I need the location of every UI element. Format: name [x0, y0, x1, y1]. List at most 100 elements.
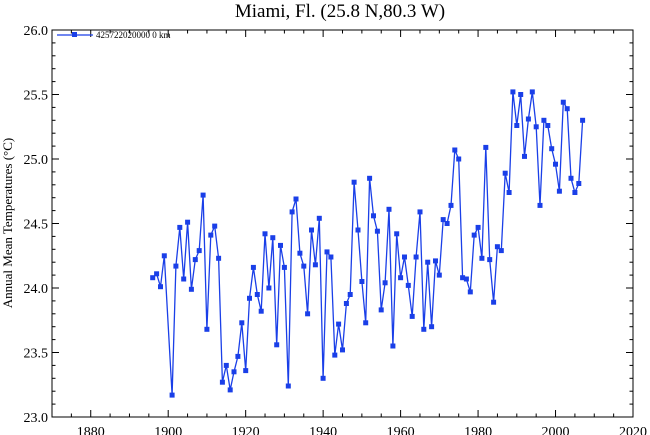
- data-point: [204, 326, 210, 332]
- data-point: [324, 249, 330, 255]
- data-point: [479, 255, 485, 261]
- chart-title: Miami, Fl. (25.8 N,80.3 W): [235, 1, 445, 22]
- data-point: [158, 284, 163, 290]
- data-point: [161, 253, 167, 259]
- data-point: [471, 232, 477, 238]
- data-point: [258, 308, 264, 314]
- data-point: [533, 124, 539, 130]
- legend-marker-swatch: [72, 32, 77, 37]
- data-point: [250, 264, 256, 270]
- y-tick-label: 23.0: [24, 411, 49, 426]
- data-point: [537, 202, 543, 208]
- data-point: [409, 313, 415, 319]
- data-point: [564, 106, 570, 112]
- data-point: [316, 215, 322, 221]
- plot-area-frame: [51, 29, 634, 418]
- data-point: [568, 175, 574, 181]
- data-point: [483, 144, 489, 150]
- data-point: [371, 213, 376, 219]
- data-point: [402, 254, 407, 260]
- data-point: [382, 280, 388, 286]
- data-point: [398, 275, 404, 281]
- data-point: [475, 224, 481, 230]
- data-point: [510, 89, 516, 95]
- x-tick-label: 1880: [77, 425, 105, 435]
- data-point: [169, 392, 175, 398]
- data-point: [444, 221, 450, 226]
- data-point: [351, 179, 357, 185]
- data-point: [363, 320, 369, 326]
- data-point: [301, 263, 307, 269]
- data-point: [487, 257, 493, 263]
- data-point: [560, 99, 566, 105]
- data-point: [452, 147, 458, 153]
- data-point: [433, 258, 438, 264]
- y-tick-label: 24.5: [24, 218, 49, 233]
- data-point: [553, 161, 558, 167]
- y-tick-label: 25.0: [24, 153, 49, 168]
- data-point: [332, 352, 338, 358]
- y-tick-label: 26.0: [24, 24, 49, 39]
- data-point: [425, 259, 431, 265]
- data-point: [270, 235, 276, 241]
- data-point: [247, 295, 252, 301]
- legend: 425722020000 0 km: [57, 30, 171, 40]
- data-point: [386, 206, 392, 212]
- data-point: [421, 326, 427, 332]
- data-point: [405, 282, 411, 288]
- y-tick-label: 24.0: [24, 282, 49, 297]
- x-tick-label: 1980: [464, 425, 492, 435]
- data-point: [417, 209, 423, 215]
- data-point: [529, 89, 535, 95]
- data-point: [448, 202, 454, 208]
- data-point: [347, 292, 353, 297]
- data-point: [525, 116, 531, 122]
- data-point: [576, 181, 582, 186]
- y-tick-label: 23.5: [24, 347, 49, 362]
- data-point: [460, 275, 466, 281]
- series-points: [150, 89, 586, 398]
- data-point: [235, 353, 241, 359]
- data-point: [243, 368, 249, 374]
- y-tick-label: 25.5: [24, 89, 49, 104]
- series-line: [152, 91, 584, 396]
- data-point: [223, 362, 229, 368]
- x-tick-label: 1900: [154, 425, 182, 435]
- data-point: [440, 217, 446, 223]
- data-point: [185, 219, 191, 225]
- data-point: [278, 242, 283, 248]
- data-point: [192, 257, 198, 263]
- data-point: [320, 375, 326, 381]
- x-tick-label: 1920: [232, 425, 260, 435]
- data-point: [340, 347, 345, 353]
- data-point: [378, 307, 384, 313]
- data-point: [572, 190, 578, 195]
- data-point: [456, 156, 462, 162]
- data-point: [494, 244, 500, 250]
- data-point: [355, 227, 361, 233]
- data-point: [491, 299, 497, 305]
- data-point: [173, 263, 179, 269]
- axis-ticks: [51, 29, 634, 418]
- x-tick-labels: 1880 1900 1920 1940 1960 1980 2000 2020: [77, 425, 647, 435]
- data-point: [274, 342, 280, 348]
- y-tick-labels: 23.0 23.5 24.0 24.5 25.0 25.5 26.0: [24, 24, 49, 426]
- data-point: [522, 153, 527, 159]
- data-point: [297, 250, 303, 256]
- data-point: [374, 228, 380, 234]
- data-point: [502, 170, 508, 176]
- data-point: [309, 227, 314, 233]
- data-point: [208, 232, 214, 238]
- data-point: [367, 175, 373, 181]
- data-point: [254, 292, 260, 297]
- data-point: [154, 271, 160, 277]
- data-point: [196, 248, 202, 254]
- x-tick-label: 1940: [309, 425, 337, 435]
- data-point: [219, 379, 225, 385]
- data-point: [541, 117, 547, 123]
- data-point: [498, 248, 504, 254]
- data-point: [429, 324, 435, 330]
- x-tick-label: 2020: [619, 425, 647, 435]
- data-point: [545, 123, 551, 128]
- data-point: [549, 146, 555, 152]
